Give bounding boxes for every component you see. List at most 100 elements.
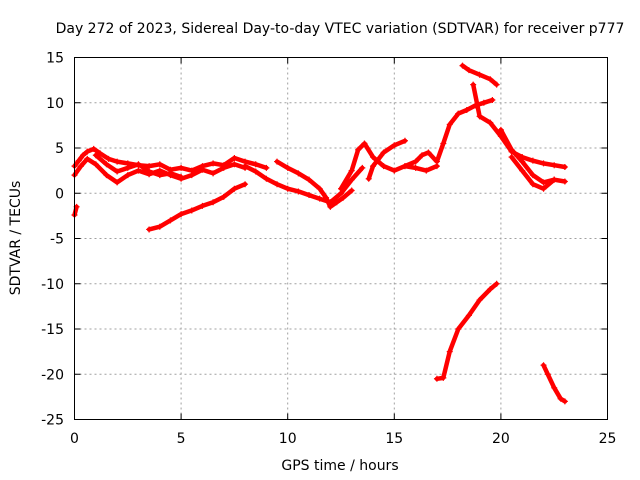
data-point [90, 145, 97, 152]
data-point [84, 148, 91, 155]
data-point [135, 161, 142, 168]
data-point [465, 67, 472, 74]
data-point [220, 193, 227, 200]
series-sat-o [433, 280, 500, 382]
data-point [557, 395, 564, 402]
data-point [210, 170, 217, 177]
data-point [210, 199, 217, 206]
data-point [252, 161, 259, 168]
series-sat-g [274, 158, 355, 210]
data-point [476, 71, 483, 78]
data-point [487, 119, 494, 126]
data-point [529, 157, 536, 164]
series-trace [434, 281, 499, 382]
series-sat-p [540, 362, 568, 405]
data-point [551, 162, 558, 169]
series-layer [71, 62, 568, 405]
data-point [284, 164, 291, 171]
data-point [433, 375, 440, 382]
data-point [401, 163, 408, 170]
data-point [220, 164, 227, 171]
data-point [470, 81, 477, 88]
x-tick-labels: 0 5 10 15 20 25 [70, 431, 616, 447]
data-point [114, 168, 121, 175]
data-point [508, 146, 515, 153]
data-point [103, 161, 110, 168]
data-point [263, 164, 270, 171]
data-point [391, 142, 398, 149]
data-point [544, 371, 551, 378]
data-point [242, 181, 249, 188]
data-point [105, 155, 112, 162]
data-point [446, 121, 453, 128]
data-point [263, 175, 270, 182]
data-point [178, 211, 185, 218]
data-point [489, 97, 496, 104]
data-point [146, 163, 153, 170]
data-point [480, 99, 487, 106]
series-sat-d [146, 181, 249, 233]
data-point [493, 81, 500, 88]
x-tick-label: 10 [279, 431, 297, 447]
data-point [361, 140, 368, 147]
data-point [455, 326, 462, 332]
data-point [231, 154, 238, 161]
data-point [412, 158, 419, 165]
data-point [178, 164, 185, 171]
data-point [519, 158, 526, 165]
y-tick-label: 15 [46, 51, 64, 67]
data-point [316, 185, 323, 192]
data-point [540, 179, 547, 186]
series-sat-e [71, 203, 80, 218]
y-tick-label: 5 [55, 141, 64, 157]
data-point [114, 158, 121, 165]
series-sat-k [459, 62, 500, 88]
y-tick-label: 10 [46, 96, 64, 112]
series-trace [470, 82, 568, 170]
data-point [316, 195, 323, 202]
series-sat-j [401, 97, 496, 170]
data-point [493, 280, 500, 287]
data-point [295, 188, 302, 195]
series-sat-a [71, 145, 270, 174]
data-point [380, 163, 387, 170]
data-point [124, 172, 131, 179]
data-point [333, 199, 340, 206]
data-point [188, 172, 195, 179]
data-point [459, 62, 466, 69]
x-tick-label: 20 [492, 431, 510, 447]
y-tick-label: -10 [41, 277, 64, 293]
data-point [340, 194, 347, 201]
y-tick-label: -15 [41, 322, 64, 338]
data-point [274, 181, 281, 188]
y-tick-label: -25 [41, 413, 64, 429]
data-point [529, 172, 536, 179]
data-point [199, 202, 206, 209]
data-point [231, 161, 238, 168]
data-point [167, 217, 174, 224]
data-point [540, 362, 547, 369]
data-point [355, 146, 362, 153]
data-point [359, 164, 366, 171]
data-point [369, 163, 376, 170]
data-point [210, 160, 217, 167]
data-point [306, 192, 313, 199]
data-point [284, 185, 291, 192]
data-point [348, 176, 355, 183]
data-point [540, 160, 547, 167]
series-sat-i [365, 137, 408, 182]
data-point [465, 312, 472, 319]
series-sat-f [242, 163, 366, 206]
series-trace [541, 362, 568, 404]
series-sat-c [92, 152, 185, 180]
data-point [455, 110, 462, 117]
data-point [306, 176, 313, 183]
data-point [497, 126, 504, 133]
data-point [124, 164, 131, 171]
x-tick-label: 15 [385, 431, 403, 447]
data-point [75, 157, 82, 164]
series-sat-m [497, 126, 568, 186]
data-point [97, 150, 104, 157]
